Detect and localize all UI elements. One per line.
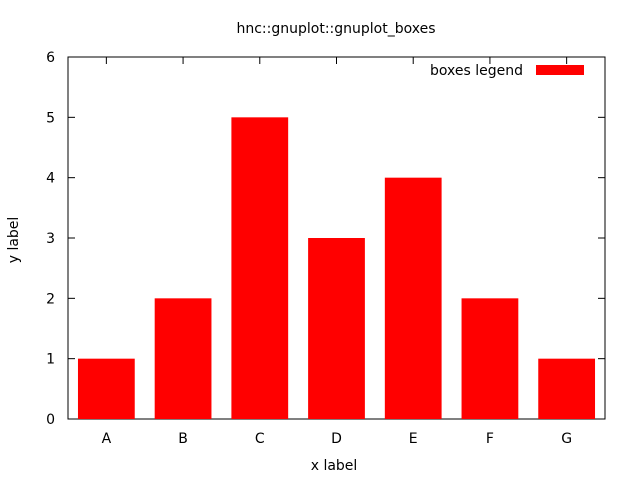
x-tick-label: A: [102, 431, 112, 447]
x-tick-label: E: [409, 431, 418, 447]
bar-A: [77, 358, 135, 419]
y-tick-label: 4: [46, 171, 55, 187]
bar-C: [231, 117, 289, 419]
x-tick-label: F: [486, 431, 494, 447]
y-axis-ticks: 0 1 2 3 4 5 6: [46, 50, 605, 428]
x-tick-label: B: [178, 431, 188, 447]
x-tick-label: C: [255, 431, 265, 447]
y-axis-label: y label: [6, 217, 22, 264]
y-tick-label: 3: [46, 231, 55, 247]
x-tick-label: G: [561, 431, 572, 447]
y-tick-label: 1: [46, 352, 55, 368]
bar-E: [384, 177, 442, 419]
x-tick-label: D: [331, 431, 342, 447]
y-tick-label: 6: [46, 50, 55, 66]
legend: boxes legend: [430, 63, 584, 79]
x-axis-label: x label: [311, 458, 358, 474]
bar-D: [308, 238, 365, 419]
y-tick-label: 5: [46, 110, 55, 126]
bar-B: [154, 298, 212, 419]
legend-swatch: [536, 65, 584, 75]
bar-series: [77, 117, 596, 419]
bar-G: [538, 358, 596, 419]
chart-title: hnc::gnuplot::gnuplot_boxes: [236, 21, 435, 37]
bar-F: [461, 298, 519, 419]
legend-label: boxes legend: [430, 63, 523, 79]
y-tick-label: 0: [46, 412, 55, 428]
y-tick-label: 2: [46, 291, 55, 307]
